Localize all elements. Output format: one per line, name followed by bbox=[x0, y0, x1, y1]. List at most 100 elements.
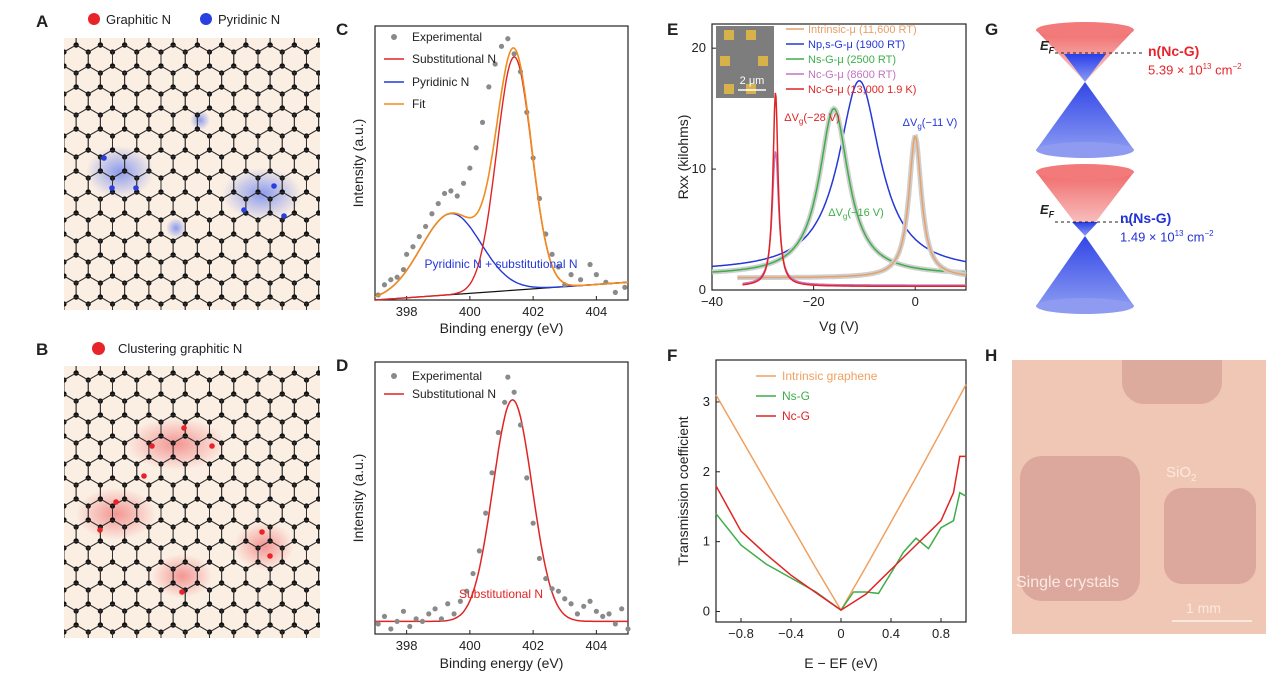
experimental-point bbox=[381, 613, 388, 619]
doping-glow bbox=[166, 218, 186, 238]
legend-label: Experimental bbox=[412, 369, 482, 383]
legend-label: Ns-G bbox=[782, 389, 810, 403]
transmission-curve bbox=[715, 455, 966, 612]
inset-contact bbox=[724, 30, 734, 40]
legend-label: Nc-G-μ (8600 RT) bbox=[808, 69, 896, 81]
inset-contact bbox=[720, 56, 730, 66]
experimental-point bbox=[593, 608, 599, 614]
doping-glow bbox=[234, 522, 294, 570]
experimental-point bbox=[394, 618, 400, 625]
experimental-point bbox=[555, 264, 562, 270]
y-tick-label: 0 bbox=[699, 282, 706, 297]
legend-label: Fit bbox=[412, 97, 426, 111]
cone-bottom bbox=[1036, 164, 1143, 314]
x-axis-title: E − EF (eV) bbox=[804, 655, 878, 671]
clustering-n-label: Clustering graphitic N bbox=[118, 341, 243, 356]
carrier-density-nc-value: 5.39 × 1013 cm−2 bbox=[1148, 62, 1242, 78]
experimental-point bbox=[577, 277, 584, 283]
experimental-point bbox=[451, 611, 457, 617]
nitrogen-atom bbox=[101, 155, 107, 161]
legend-marker bbox=[391, 373, 397, 379]
y-tick-label: 1 bbox=[703, 534, 710, 549]
nitrogen-atom bbox=[141, 473, 147, 479]
nitrogen-atom bbox=[241, 207, 247, 213]
y-tick-label: 20 bbox=[692, 40, 706, 55]
experimental-point bbox=[410, 244, 416, 250]
dirac-shift-label: ΔVg(−11 V) bbox=[903, 117, 958, 131]
nitrogen-atom bbox=[179, 589, 185, 595]
panel-letter-h: H bbox=[985, 346, 998, 365]
carbon-ring bbox=[318, 113, 320, 131]
y-axis-title: Rxx (kilohms) bbox=[675, 115, 691, 200]
panel-letter-b: B bbox=[36, 340, 49, 359]
x-axis-title: Binding energy (eV) bbox=[440, 655, 564, 671]
experimental-point bbox=[419, 618, 426, 625]
nitrogen-atom bbox=[149, 443, 155, 449]
experimental-point bbox=[457, 598, 463, 604]
inset-contact bbox=[758, 56, 768, 66]
legend-label: Ns-G-μ (2500 RT) bbox=[808, 54, 896, 66]
experimental-point bbox=[543, 575, 549, 582]
lattice-a bbox=[64, 38, 320, 310]
experimental-point bbox=[445, 601, 451, 607]
experimental-point bbox=[549, 586, 555, 592]
experimental-point bbox=[495, 429, 501, 436]
dirac-shift-label: ΔVg(−16 V) bbox=[828, 207, 884, 221]
rxx-curve bbox=[712, 80, 967, 268]
experimental-point bbox=[498, 43, 505, 49]
y-tick-label: 10 bbox=[692, 161, 706, 176]
panel-letter-a: A bbox=[36, 12, 49, 31]
experimental-point bbox=[423, 223, 429, 230]
carbon-ring bbox=[318, 155, 320, 173]
legend-marker bbox=[391, 34, 397, 40]
nitrogen-atom bbox=[113, 499, 119, 505]
experimental-point bbox=[476, 548, 482, 554]
x-tick-label: −40 bbox=[701, 294, 723, 309]
graphitic-n-dot bbox=[88, 13, 100, 25]
experimental-point bbox=[416, 233, 422, 240]
x-tick-label: 400 bbox=[459, 304, 481, 319]
experimental-point bbox=[432, 606, 438, 612]
experimental-point bbox=[464, 588, 470, 594]
x-tick-label: −0.4 bbox=[778, 626, 804, 641]
clustering-n-dot bbox=[92, 342, 105, 355]
nitrogen-atom bbox=[97, 527, 103, 533]
x-tick-label: 400 bbox=[459, 638, 481, 653]
y-tick-label: 2 bbox=[703, 464, 710, 479]
legend-label: Intrinsic graphene bbox=[782, 369, 878, 383]
legend-label: Substitutional N bbox=[412, 387, 496, 401]
y-axis-title: Transmission coefficient bbox=[675, 416, 691, 566]
inset-contact bbox=[746, 30, 756, 40]
experimental-point bbox=[400, 608, 407, 614]
experimental-point bbox=[435, 200, 441, 207]
legend-label: Pyridinic N bbox=[412, 75, 469, 89]
nitrogen-atom bbox=[271, 183, 277, 189]
nitrogen-atom bbox=[209, 443, 215, 449]
panel-letter-f: F bbox=[667, 346, 678, 365]
experimental-point bbox=[448, 188, 454, 194]
x-tick-label: 0 bbox=[912, 294, 919, 309]
x-tick-label: 402 bbox=[522, 304, 544, 319]
carrier-density-nc-name: n(Nc-G) bbox=[1148, 43, 1200, 59]
x-axis-title: Vg (V) bbox=[819, 318, 859, 334]
x-tick-label: 398 bbox=[396, 304, 418, 319]
sio2-label: SiO2 bbox=[1166, 464, 1197, 484]
panel-letter-c: C bbox=[336, 20, 349, 39]
experimental-point bbox=[467, 165, 473, 171]
rxx-curve bbox=[737, 135, 967, 279]
x-tick-label: 398 bbox=[396, 638, 418, 653]
legend-label: Experimental bbox=[412, 30, 482, 44]
carbon-ring bbox=[318, 441, 320, 459]
experimental-point bbox=[381, 282, 388, 288]
plot-frame bbox=[711, 23, 967, 291]
experimental-point bbox=[460, 180, 467, 186]
y-tick-label: 0 bbox=[703, 604, 710, 619]
experimental-point bbox=[606, 611, 612, 617]
legend-label: Substitutional N bbox=[412, 52, 496, 66]
experimental-point bbox=[549, 251, 555, 257]
x-tick-label: 0 bbox=[837, 626, 844, 641]
crystal-top bbox=[1122, 360, 1222, 404]
panel-letter-g: G bbox=[985, 20, 999, 39]
experimental-point bbox=[593, 272, 599, 278]
carbon-ring bbox=[305, 624, 320, 638]
